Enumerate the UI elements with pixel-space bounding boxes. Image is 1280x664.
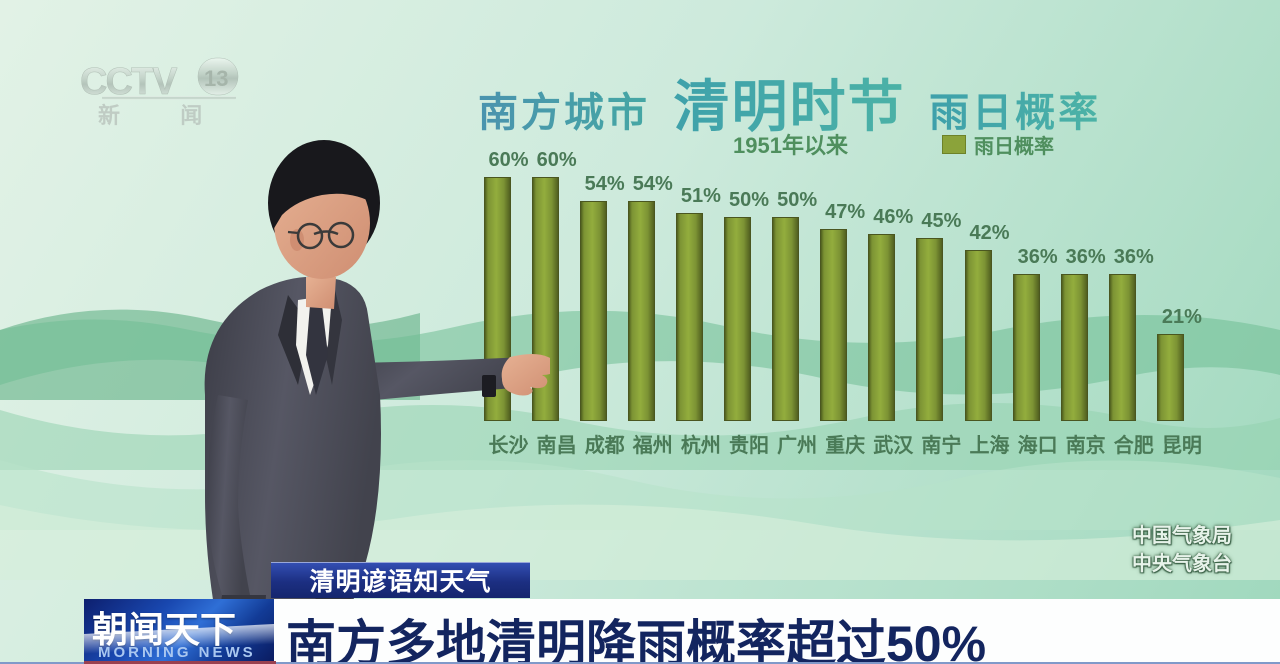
svg-text:13: 13 [204,66,228,91]
